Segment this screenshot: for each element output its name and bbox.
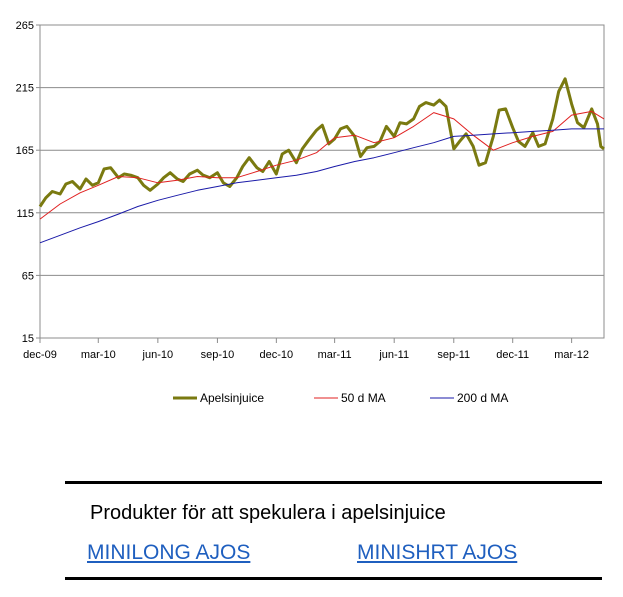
series-line-apelsinjuice bbox=[38, 77, 605, 208]
legend-label: Apelsinjuice bbox=[200, 391, 264, 405]
top-divider bbox=[65, 481, 602, 484]
x-tick-label: dec-10 bbox=[260, 349, 294, 361]
grid bbox=[39, 24, 605, 339]
plot-frame bbox=[39, 24, 605, 339]
x-tick-label: mar-12 bbox=[554, 349, 589, 361]
x-tick-label: dec-11 bbox=[496, 349, 529, 361]
x-axis-ticks: dec-09 mar-10 jun-10 sep-10 dec-10 mar-11 jun-… bbox=[23, 338, 589, 361]
y-axis-ticks: 15 65 115 165 215 265 bbox=[16, 20, 40, 345]
y-tick-label: 15 bbox=[22, 333, 34, 345]
minilong-link[interactable]: MINILONG AJOS bbox=[87, 541, 251, 564]
series-lines bbox=[38, 77, 605, 244]
legend-label: 50 d MA bbox=[341, 391, 386, 405]
x-tick-label: sep-11 bbox=[437, 349, 470, 361]
y-tick-label: 165 bbox=[16, 145, 34, 157]
x-tick-label: mar-10 bbox=[81, 349, 116, 361]
series-line-50-d-ma bbox=[39, 110, 605, 220]
minishrt-link[interactable]: MINISHRT AJOS bbox=[357, 541, 518, 564]
x-tick-label: sep-10 bbox=[201, 349, 235, 361]
series-line-200-d-ma bbox=[39, 128, 604, 244]
bottom-divider bbox=[65, 577, 602, 580]
x-tick-label: jun-10 bbox=[142, 349, 174, 361]
y-tick-label: 65 bbox=[22, 270, 34, 282]
y-tick-label: 265 bbox=[16, 20, 34, 32]
x-tick-label: mar-11 bbox=[318, 349, 352, 361]
x-tick-label: jun-11 bbox=[378, 349, 409, 361]
products-title: Produkter för att spekulera i apelsinjui… bbox=[90, 502, 446, 524]
legend-label: 200 d MA bbox=[457, 391, 508, 405]
orange-juice-chart: 15 65 115 165 215 265 dec-09 mar-10 jun-10 sep-1… bbox=[16, 20, 605, 405]
x-tick-label: dec-09 bbox=[23, 349, 57, 361]
y-tick-label: 215 bbox=[16, 83, 34, 95]
y-tick-label: 115 bbox=[16, 208, 34, 220]
legend: Apelsinjuice 50 d MA 200 d MA bbox=[173, 391, 508, 405]
